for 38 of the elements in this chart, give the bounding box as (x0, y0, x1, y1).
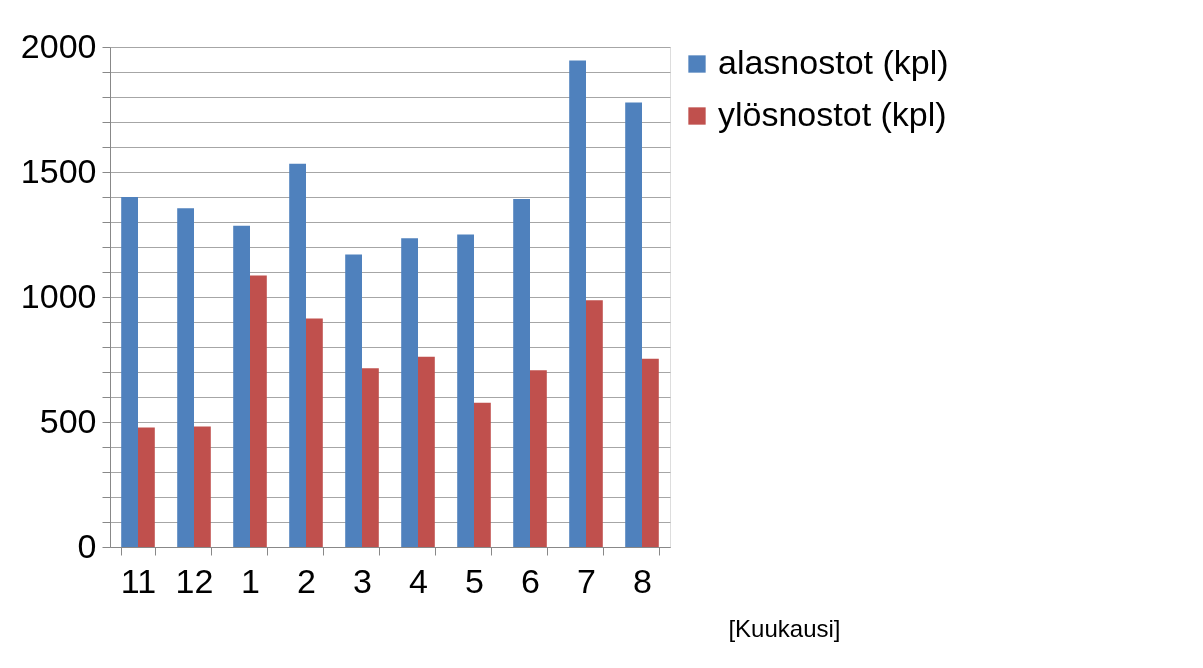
bar (474, 402, 491, 547)
legend-label: ylösnostot (kpl) (718, 95, 947, 133)
bar (250, 275, 267, 547)
y-tick-label: 1500 (20, 151, 97, 190)
bar (194, 426, 211, 547)
x-tick-label: 5 (465, 561, 484, 600)
bar (289, 163, 306, 547)
bar (138, 427, 155, 547)
bar (306, 318, 323, 547)
x-axis-title: [Kuukausi] (728, 614, 841, 642)
bar (362, 368, 379, 547)
x-tick-label: 8 (633, 561, 652, 600)
x-tick-label: 1 (241, 561, 260, 600)
x-tick-label: 3 (353, 561, 372, 600)
bar (418, 356, 435, 547)
bar (233, 225, 250, 547)
x-tick-label: 6 (521, 561, 540, 600)
legend-label: alasnostot (kpl) (718, 43, 949, 81)
bar (401, 238, 418, 547)
bar (530, 370, 547, 547)
x-tick-label: 12 (175, 561, 214, 600)
y-tick-label: 1000 (20, 276, 97, 315)
bar (569, 60, 586, 547)
bar (586, 300, 603, 547)
y-tick-label: 500 (39, 401, 97, 440)
y-tick-label: 2000 (20, 26, 97, 65)
x-tick-label: 2 (297, 561, 316, 600)
x-tick-label: 4 (409, 561, 428, 600)
bar (642, 358, 659, 547)
bar (625, 102, 642, 547)
bar (513, 199, 530, 547)
bar (177, 208, 194, 547)
bar (457, 234, 474, 547)
x-tick-label: 11 (120, 561, 157, 600)
bar (345, 254, 362, 547)
y-tick-label: 0 (77, 526, 97, 565)
x-tick-label: 7 (577, 561, 596, 600)
bar (121, 197, 138, 547)
